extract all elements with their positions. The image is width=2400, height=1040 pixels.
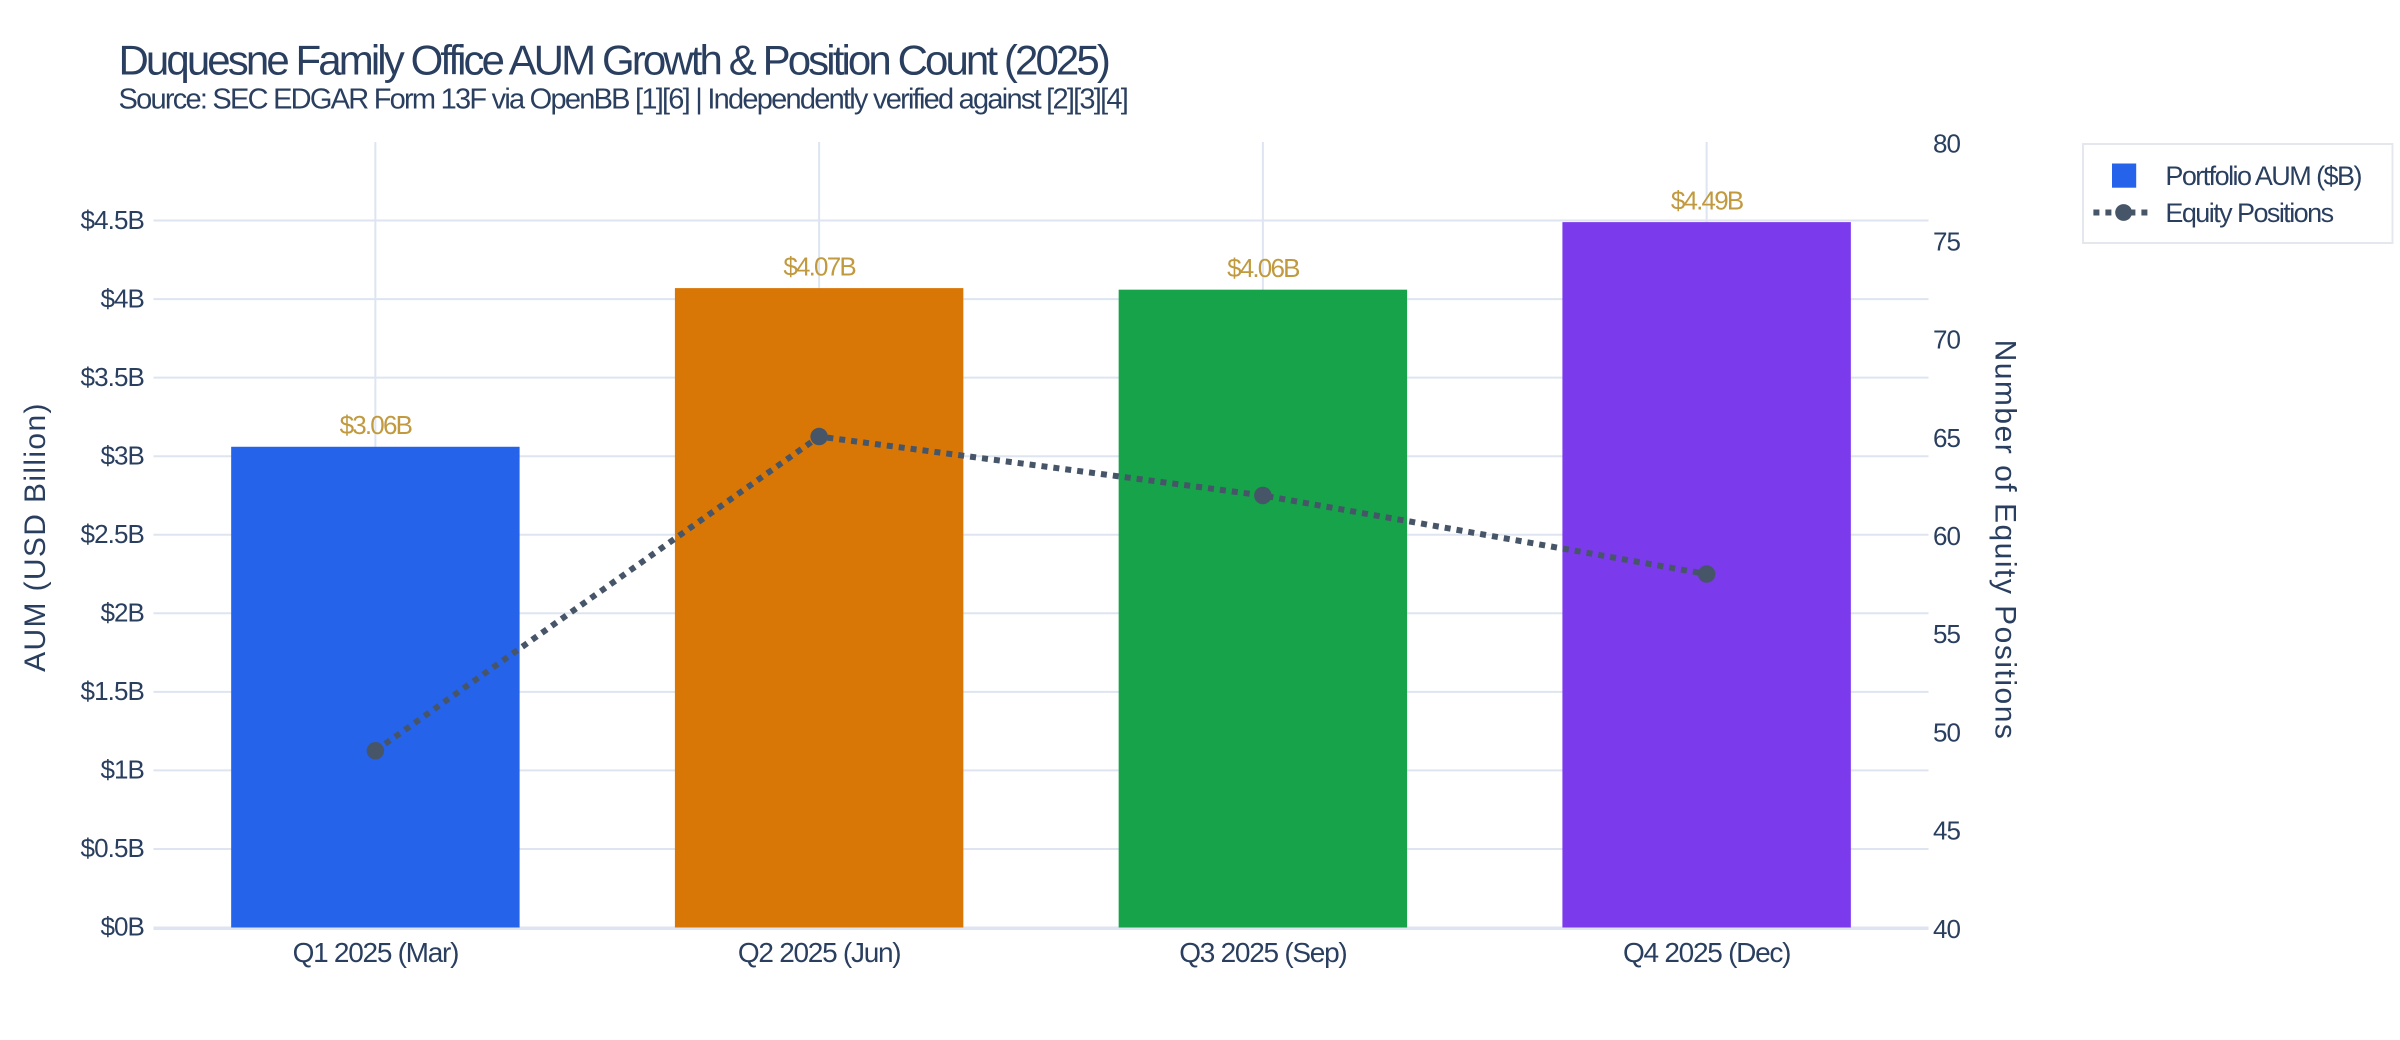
svg-text:$4.06B: $4.06B — [1227, 253, 1299, 283]
svg-text:Q3 2025 (Sep): Q3 2025 (Sep) — [1179, 937, 1346, 968]
svg-text:$1B: $1B — [100, 755, 144, 785]
svg-text:AUM (USD Billion): AUM (USD Billion) — [19, 402, 52, 672]
svg-text:50: 50 — [1933, 717, 1961, 747]
svg-text:$3B: $3B — [100, 440, 144, 470]
svg-text:40: 40 — [1933, 914, 1961, 944]
svg-text:Duquesne Family Office AUM Gro: Duquesne Family Office AUM Growth & Posi… — [119, 36, 1109, 83]
svg-text:Portfolio AUM ($B): Portfolio AUM ($B) — [2165, 161, 2361, 191]
svg-text:$0B: $0B — [100, 912, 144, 942]
svg-text:Equity Positions: Equity Positions — [2165, 198, 2333, 228]
svg-text:65: 65 — [1933, 423, 1961, 453]
svg-text:$4.07B: $4.07B — [783, 252, 855, 282]
svg-text:70: 70 — [1933, 325, 1961, 355]
svg-text:$1.5B: $1.5B — [81, 676, 144, 706]
svg-text:$2B: $2B — [100, 598, 144, 628]
svg-text:60: 60 — [1933, 521, 1961, 551]
svg-text:Q2 2025 (Jun): Q2 2025 (Jun) — [738, 937, 900, 968]
svg-text:Q1 2025 (Mar): Q1 2025 (Mar) — [293, 937, 459, 968]
svg-text:$0.5B: $0.5B — [81, 833, 144, 863]
svg-text:55: 55 — [1933, 619, 1961, 649]
svg-text:80: 80 — [1933, 128, 1961, 158]
svg-text:$3.06B: $3.06B — [340, 410, 412, 440]
svg-text:Q4 2025 (Dec): Q4 2025 (Dec) — [1623, 937, 1790, 968]
svg-text:$4.5B: $4.5B — [81, 205, 144, 235]
svg-text:$4.49B: $4.49B — [1671, 186, 1743, 216]
svg-text:$2.5B: $2.5B — [81, 519, 144, 549]
svg-text:75: 75 — [1933, 226, 1961, 256]
svg-text:Number of Equity Positions: Number of Equity Positions — [1989, 340, 2022, 741]
svg-text:$3.5B: $3.5B — [81, 362, 144, 392]
svg-text:45: 45 — [1933, 816, 1961, 846]
svg-text:$4B: $4B — [100, 283, 144, 313]
svg-text:Source: SEC EDGAR Form 13F via: Source: SEC EDGAR Form 13F via OpenBB [1… — [119, 83, 1128, 115]
